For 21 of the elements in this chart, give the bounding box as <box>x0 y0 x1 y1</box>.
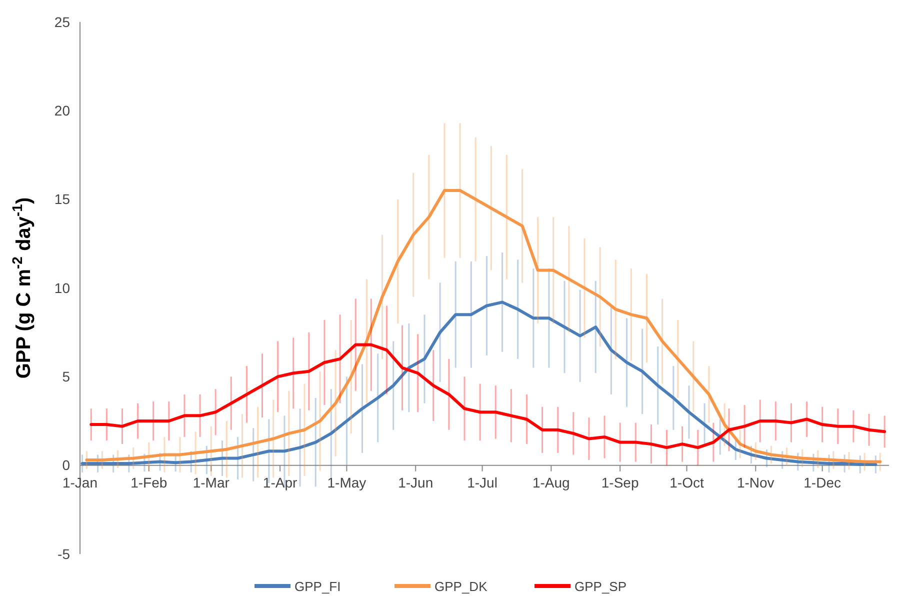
x-tick-label: 1-Dec <box>804 474 842 490</box>
x-tick-label: 1-May <box>327 474 366 490</box>
y-tick-label: 10 <box>54 280 70 296</box>
legend-label: GPP_FI <box>294 579 341 594</box>
x-tick-label: 1-Sep <box>601 474 639 490</box>
legend-label: GPP_DK <box>434 579 488 594</box>
y-tick-label: 0 <box>62 457 70 474</box>
x-tick-label: 1-Aug <box>532 474 570 490</box>
x-tick-label: 1-Jun <box>398 474 434 490</box>
x-tick-label: 1-Nov <box>736 474 774 490</box>
x-tick-label: 1-Mar <box>192 474 230 490</box>
x-tick-label: 1-Feb <box>130 474 168 490</box>
y-tick-label: 25 <box>54 14 70 30</box>
x-tick-label: 1-Jul <box>467 474 498 490</box>
y-tick-label: 5 <box>62 368 70 385</box>
y-tick-label: 15 <box>54 191 70 208</box>
legend-label: GPP_SP <box>574 579 627 594</box>
y-tick-label: -5 <box>58 546 70 562</box>
x-tick-label: 1-Apr <box>262 474 298 490</box>
x-tick-label: 1-Oct <box>670 474 704 490</box>
y-tick-label: 20 <box>54 102 70 119</box>
